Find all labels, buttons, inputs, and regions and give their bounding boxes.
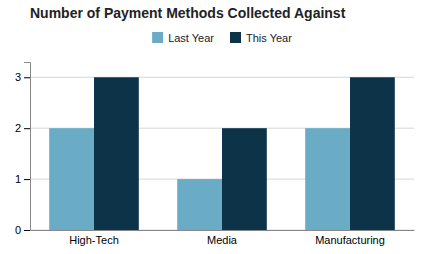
bar <box>94 77 139 230</box>
bar <box>177 179 222 230</box>
x-tick: High-Tech <box>69 234 119 246</box>
legend-item: This Year <box>230 32 292 44</box>
legend-swatch <box>230 32 241 43</box>
y-tick-mark <box>24 230 30 231</box>
x-tick: Media <box>207 234 238 246</box>
legend-item: Last Year <box>152 32 214 44</box>
y-tick-mark <box>24 179 30 180</box>
legend: Last Year This Year <box>152 32 292 44</box>
bar <box>49 128 94 230</box>
bar <box>350 77 395 230</box>
legend-swatch <box>152 32 163 43</box>
y-tick: 3 <box>15 71 30 83</box>
x-tick-label: Media <box>207 234 238 246</box>
bar <box>305 128 350 230</box>
x-tick-label: High-Tech <box>69 234 119 246</box>
y-tick-mark <box>24 128 30 129</box>
x-tick: Manufacturing <box>315 234 385 246</box>
x-axis-line <box>31 230 415 231</box>
y-tick: 0 <box>15 224 30 236</box>
y-tick-label: 2 <box>15 122 21 134</box>
chart: Number of Payment Methods Collected Agai… <box>0 0 426 254</box>
series <box>94 77 395 230</box>
x-axis: High-Tech Media Manufacturing <box>31 231 415 246</box>
y-axis-line <box>24 63 31 231</box>
bar <box>222 128 267 230</box>
y-tick-label: 0 <box>15 224 21 236</box>
y-tick: 2 <box>15 122 30 134</box>
y-tick-label: 3 <box>15 71 21 83</box>
y-tick-label: 1 <box>15 173 21 185</box>
y-tick-mark <box>24 77 30 78</box>
grid <box>30 77 414 230</box>
bars <box>49 77 395 230</box>
x-tick-label: Manufacturing <box>315 234 385 246</box>
title: Number of Payment Methods Collected Agai… <box>30 5 346 21</box>
y-axis: 0 1 2 3 <box>15 63 31 237</box>
legend-label: This Year <box>246 32 292 44</box>
plot: 0 1 2 3 High-Tech Media Manufacturing <box>15 63 415 246</box>
y-tick: 1 <box>15 173 30 185</box>
legend-label: Last Year <box>168 32 214 44</box>
